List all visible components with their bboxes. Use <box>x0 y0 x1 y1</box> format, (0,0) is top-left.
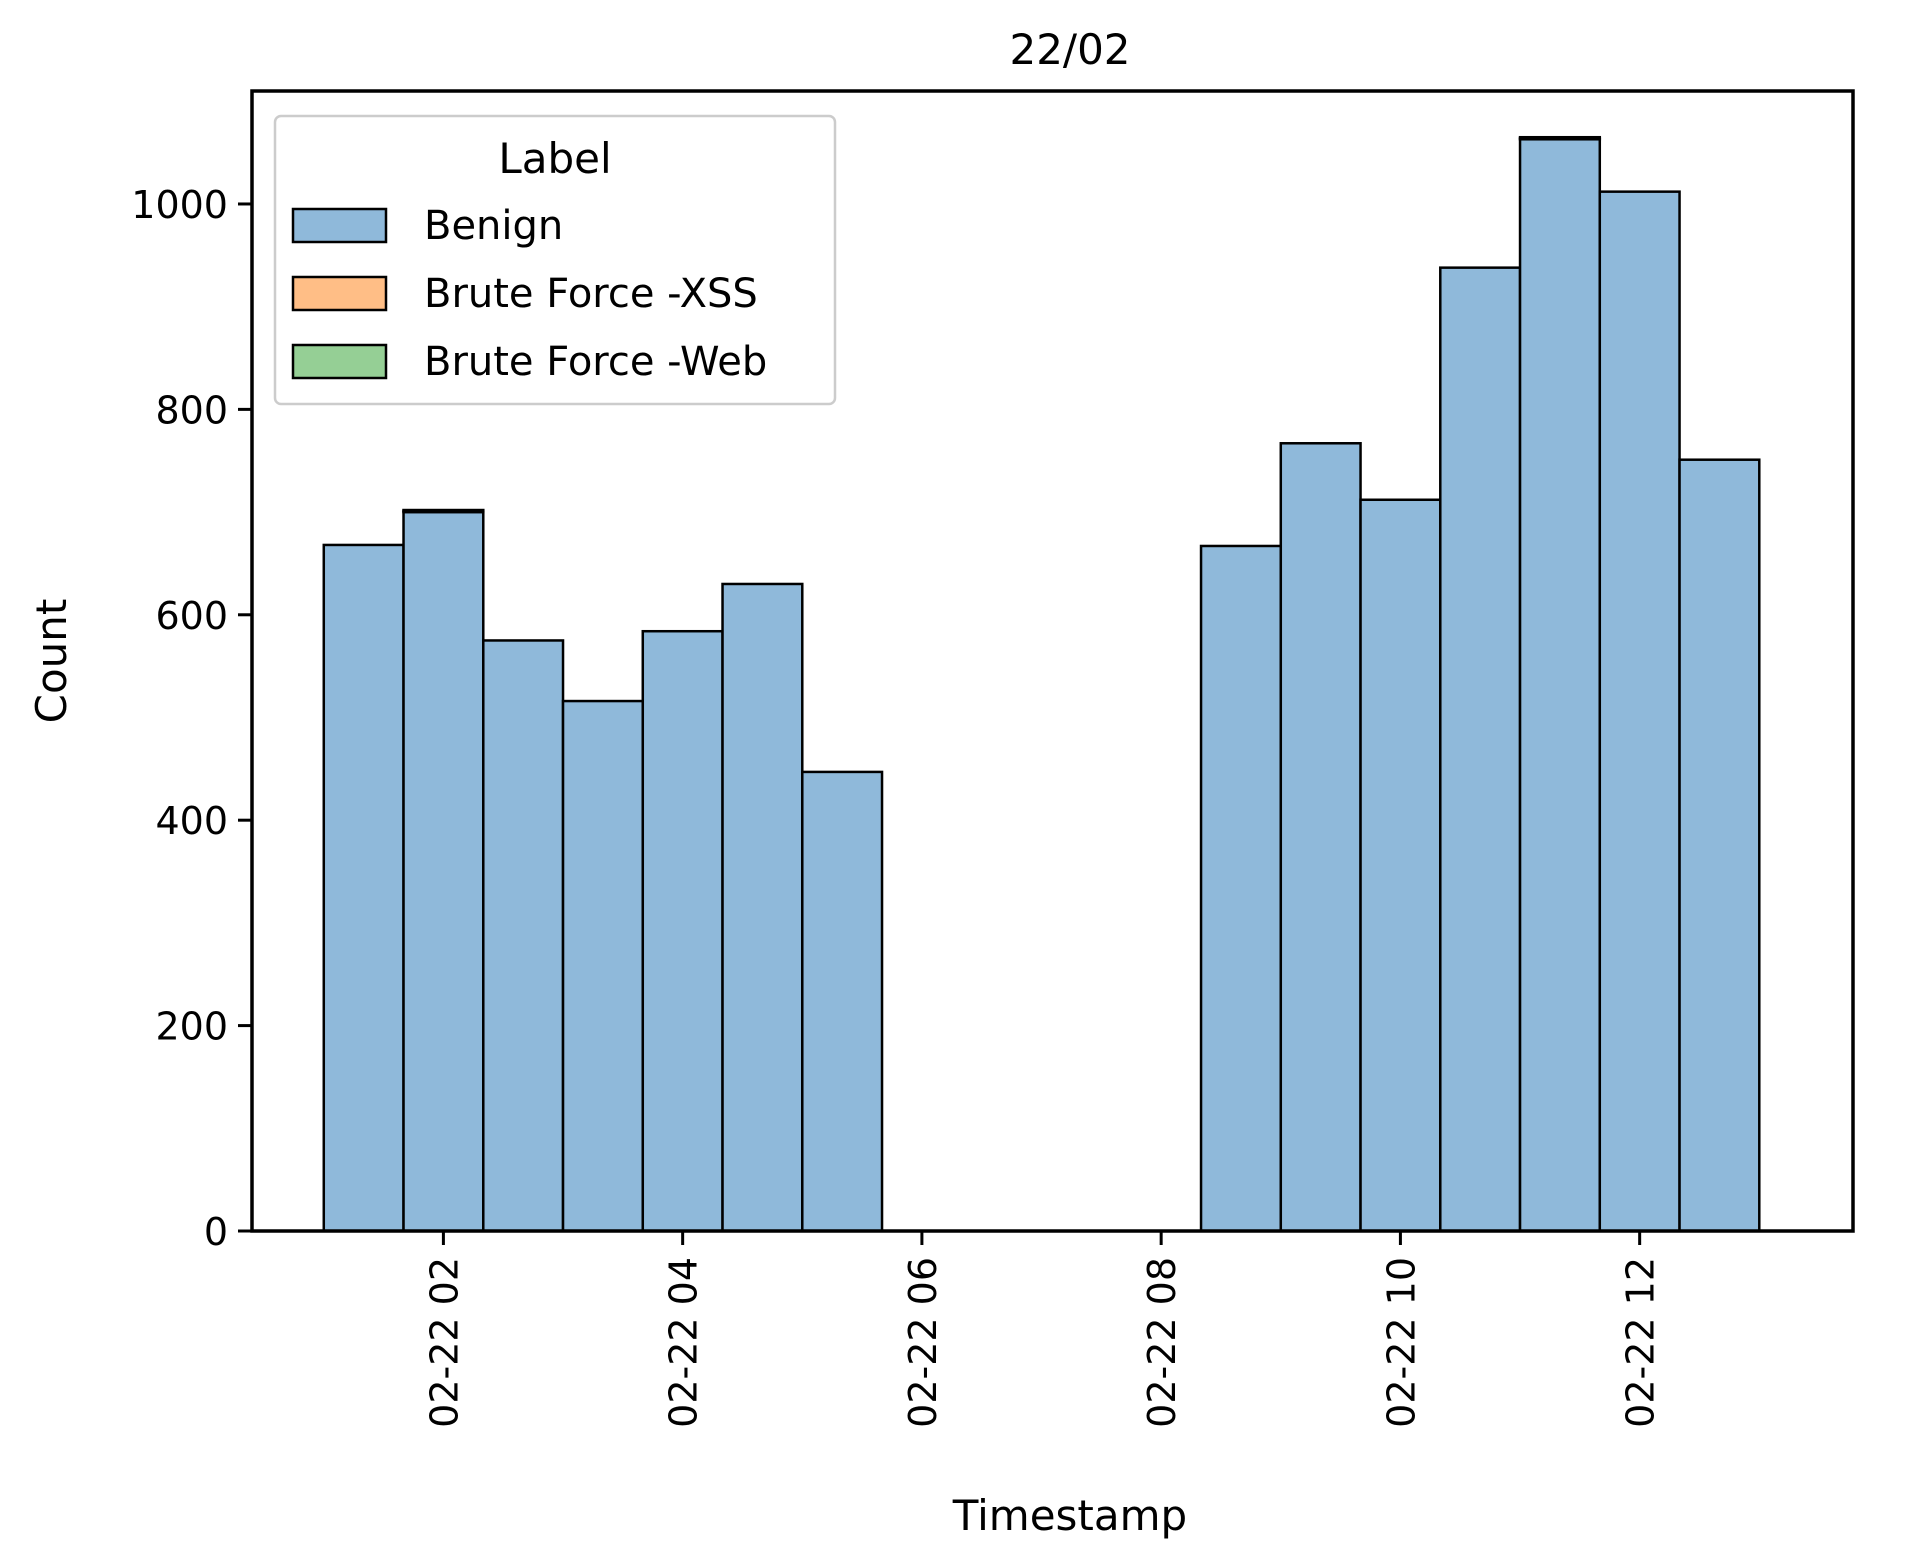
bar-brute-force-web-1 <box>402 508 485 513</box>
bar-benign-14 <box>1439 266 1522 1233</box>
x-axis-label: Timestamp <box>952 1491 1187 1540</box>
y-axis: 0 200 400 600 800 1000 <box>131 183 252 1254</box>
bar-benign-4 <box>641 629 724 1233</box>
y-tick-label: 400 <box>155 799 228 843</box>
legend-label: Benign <box>424 203 563 249</box>
y-tick-label: 0 <box>204 1210 228 1254</box>
legend-label: Brute Force -Web <box>424 339 767 385</box>
legend-label: Brute Force -XSS <box>424 271 758 317</box>
x-tick-label: 02-22 06 <box>901 1257 945 1428</box>
bar-benign-6 <box>801 770 884 1233</box>
x-tick-label: 02-22 08 <box>1140 1257 1184 1428</box>
x-axis: 02-22 02 02-22 04 02-22 06 02-22 08 02-22 10… <box>422 1231 1663 1428</box>
y-tick-label: 800 <box>155 388 228 432</box>
legend: Label Benign Brute Force -XSS Brute Force … <box>273 114 837 406</box>
bar-benign-3 <box>561 699 645 1233</box>
chart-title: 22/02 <box>1009 25 1130 74</box>
x-tick-label: 02-22 02 <box>422 1257 466 1428</box>
legend-swatch <box>291 275 388 312</box>
bar-brute-force-web-15 <box>1518 135 1602 140</box>
bar-benign-2 <box>482 639 565 1233</box>
x-tick-label: 02-22 10 <box>1379 1257 1423 1428</box>
y-tick-label: 1000 <box>131 183 228 227</box>
legend-swatch <box>291 343 388 380</box>
bar-benign-12 <box>1279 442 1362 1233</box>
legend-title: Label <box>498 134 611 183</box>
y-tick-label: 600 <box>155 594 228 638</box>
bar-benign-5 <box>721 582 804 1233</box>
plot-frame <box>250 89 1855 1233</box>
bar-benign-0 <box>322 543 405 1233</box>
x-tick-label: 02-22 04 <box>662 1257 706 1428</box>
bar-benign-13 <box>1359 498 1442 1233</box>
legend-swatch <box>291 207 388 244</box>
bar-benign-16 <box>1598 190 1681 1233</box>
y-axis-label: Count <box>27 599 76 724</box>
legend-box <box>273 114 837 406</box>
x-tick-label: 02-22 12 <box>1619 1257 1663 1428</box>
bar-benign-17 <box>1678 458 1761 1233</box>
bars-layer <box>322 135 1761 1233</box>
bar-benign-15 <box>1518 138 1602 1233</box>
y-tick-label: 200 <box>155 1005 228 1049</box>
legend-entries: Benign Brute Force -XSS Brute Force -Web <box>291 203 767 385</box>
bar-benign-1 <box>402 510 485 1233</box>
bar-benign-11 <box>1199 544 1283 1233</box>
